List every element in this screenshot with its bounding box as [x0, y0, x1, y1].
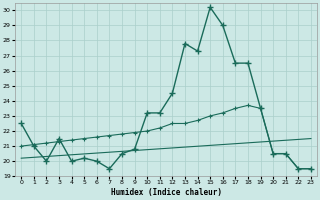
X-axis label: Humidex (Indice chaleur): Humidex (Indice chaleur): [111, 188, 221, 197]
